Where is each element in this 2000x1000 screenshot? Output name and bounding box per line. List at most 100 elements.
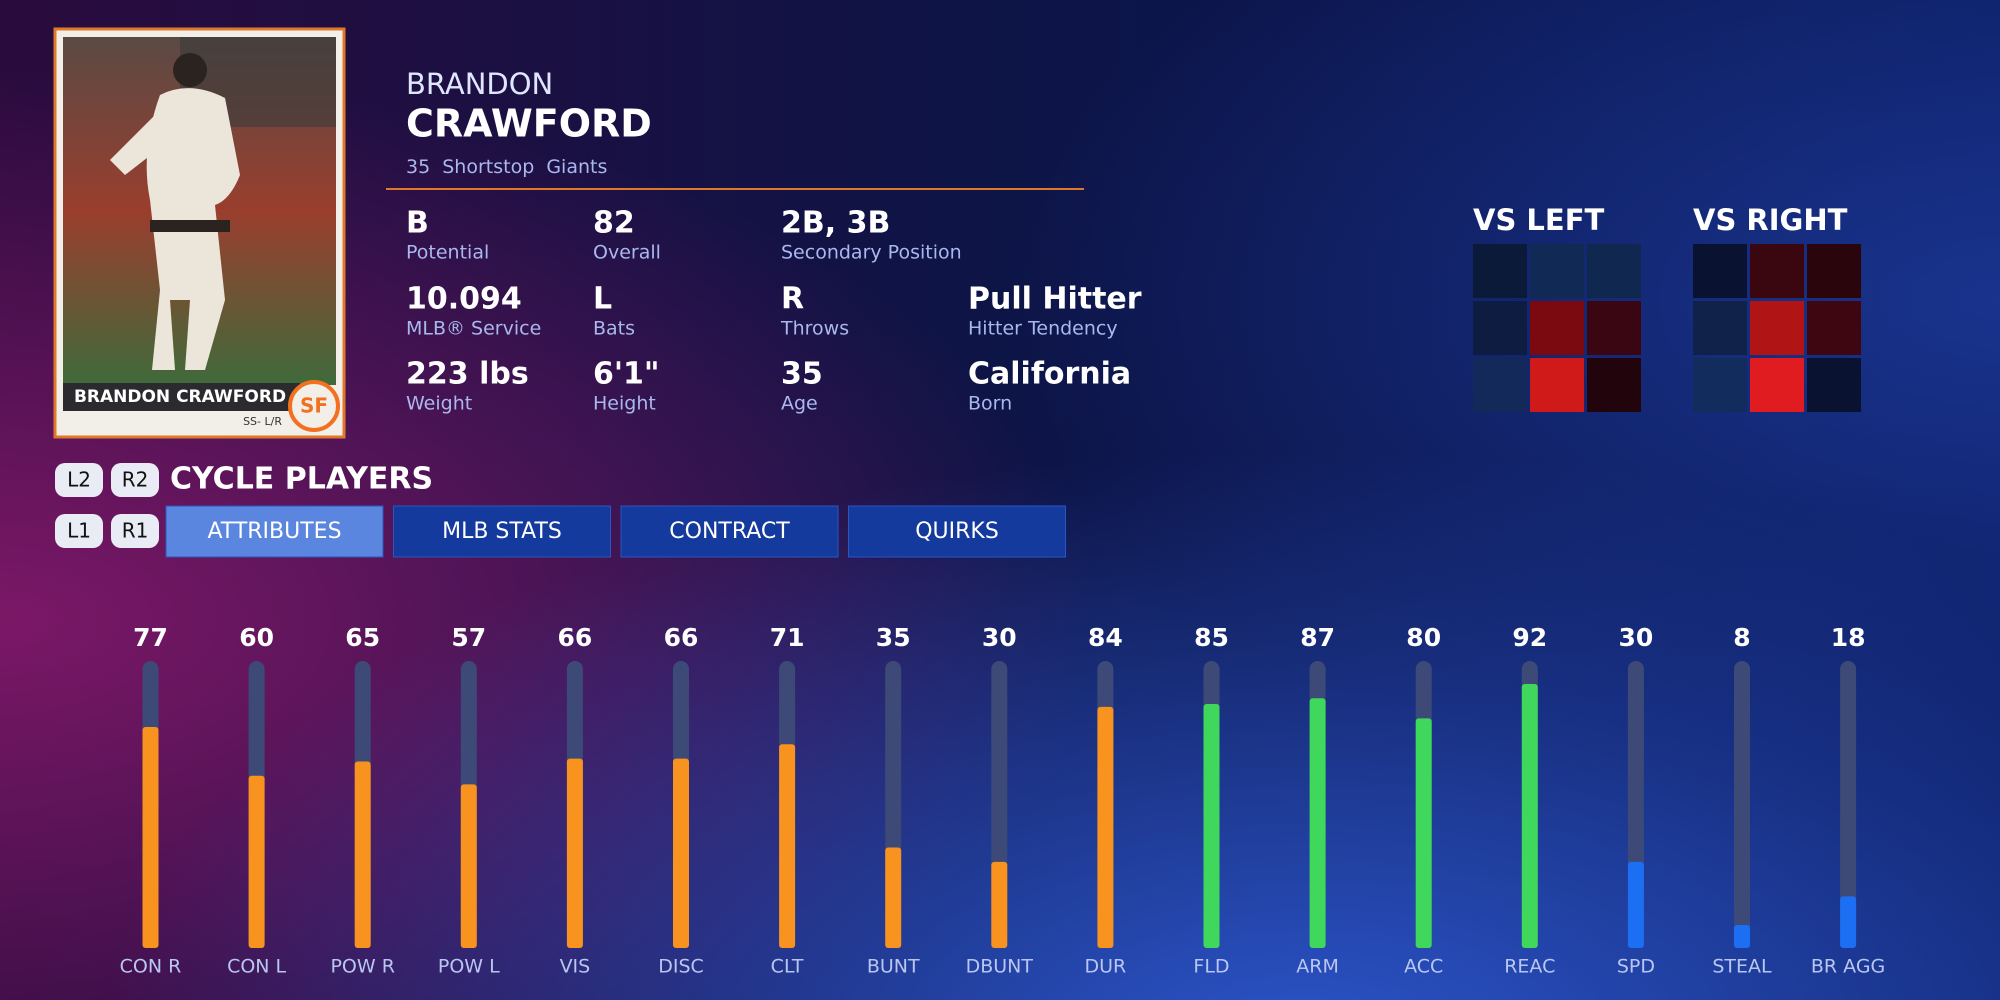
category-label: ARM [1296,956,1339,978]
zone-cell [1693,358,1747,412]
zone-cell [1530,244,1584,298]
info-label: Weight [406,393,472,415]
player-subtitle: 35 Shortstop Giants [406,156,607,178]
info-value: 82 [593,206,635,241]
zone-cell [1530,301,1584,355]
zone-cell [1587,301,1641,355]
info-value: 2B, 3B [781,206,890,241]
tab[interactable] [620,505,839,558]
zone-cell [1693,244,1747,298]
value-label: 85 [1194,623,1229,652]
category-label: ACC [1404,956,1443,978]
info-label: Height [593,393,656,415]
button-icon[interactable] [111,514,159,548]
category-label: DBUNT [966,956,1034,978]
button-label[interactable]: L2 [67,468,91,492]
button-label[interactable]: R1 [122,519,149,543]
bar [1415,718,1432,948]
zone-cell [1587,244,1641,298]
tab[interactable] [393,505,611,558]
hot-zones: VS LEFT VS RIGHT [1473,203,1861,412]
card-name-bar [63,383,300,411]
info-label: Bats [593,318,635,340]
info-label: Throws [780,318,849,340]
info-value: L [593,282,612,317]
bar [566,758,583,948]
zone-cell [1693,301,1747,355]
info-value: California [968,357,1131,392]
zone-cell [1750,358,1804,412]
bar [248,775,265,948]
category-label: POW L [438,956,500,978]
value-label: 60 [239,623,274,652]
info-value: 35 [781,357,823,392]
info-label: Age [781,393,818,415]
info-label: MLB® Service [406,318,541,340]
last-name: CRAWFORD [406,102,652,146]
card-name: BRANDON CRAWFORD [74,387,286,407]
first-name: BRANDON [406,67,553,101]
tab[interactable] [165,505,384,558]
category-label: FLD [1193,956,1229,978]
zone-cell [1807,244,1861,298]
value-label: 66 [558,623,593,652]
button-label[interactable]: L1 [67,519,91,543]
category-label: DISC [658,956,704,978]
button-icon[interactable] [55,514,103,548]
tab-label[interactable]: CONTRACT [669,519,790,544]
button-label[interactable]: R2 [122,468,149,492]
bar-track [1840,661,1857,948]
bar [991,861,1008,948]
category-label: POW R [330,956,394,978]
value-label: 80 [1406,623,1441,652]
button-icon[interactable] [111,463,159,497]
value-label: 87 [1300,623,1335,652]
value-label: 30 [1619,623,1654,652]
team: Giants [546,156,607,178]
category-label: VIS [560,956,591,978]
category-label: BUNT [867,956,920,978]
info-value: B [406,206,429,241]
info-value: 10.094 [406,282,522,317]
value-label: 77 [133,623,168,652]
category-label: CON L [227,956,286,978]
zone-cell [1530,358,1584,412]
card-detail: SS- L/R [243,415,282,428]
player-figure [110,53,240,370]
controls: L2 R2 CYCLE PLAYERS L1 R1 ATTRIBUTES MLB STATS… [55,462,1066,558]
bar [354,761,371,948]
info-label: Secondary Position [781,242,962,264]
value-label: 57 [451,623,486,652]
value-label: 71 [770,623,805,652]
zone-cell [1473,301,1527,355]
info-value: 6'1" [593,357,660,392]
zone-cell [1807,358,1861,412]
tab-label[interactable]: QUIRKS [915,519,999,544]
button-icon[interactable] [55,463,103,497]
value-label: 84 [1088,623,1123,652]
value-label: 92 [1512,623,1547,652]
zone-title: VS RIGHT [1693,203,1848,237]
category-label: STEAL [1712,956,1772,978]
bar [1097,706,1114,948]
team-logo-mark: SF [300,394,328,418]
cycle-label: CYCLE PLAYERS [170,462,433,497]
tab-label[interactable]: ATTRIBUTES [207,519,341,544]
tab[interactable] [848,505,1066,558]
info-value: R [781,282,804,317]
number: 35 [406,156,430,178]
value-label: 8 [1733,623,1750,652]
zone-cell [1750,301,1804,355]
value-label: 65 [345,623,380,652]
bar [1627,861,1644,948]
zone-title: VS LEFT [1473,203,1605,237]
zone-cell [1750,244,1804,298]
info-value: 223 lbs [406,357,529,392]
tab-label[interactable]: MLB STATS [442,519,562,544]
value-label: 35 [876,623,911,652]
bar [1309,698,1326,948]
bar [460,784,477,948]
category-label: SPD [1617,956,1655,978]
